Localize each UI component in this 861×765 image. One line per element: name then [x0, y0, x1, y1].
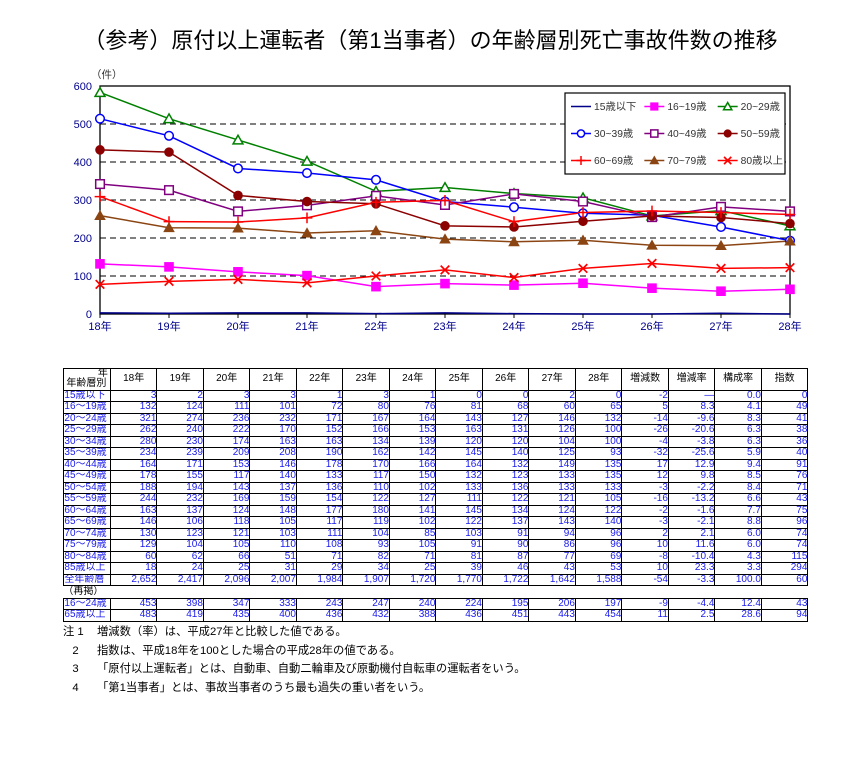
svg-text:18年: 18年: [88, 319, 111, 333]
svg-text:20~29歳: 20~29歳: [741, 101, 780, 113]
svg-text:26年: 26年: [640, 319, 663, 333]
svg-text:24年: 24年: [502, 319, 525, 333]
svg-text:40~49歳: 40~49歳: [667, 128, 706, 140]
svg-text:20年: 20年: [226, 319, 249, 333]
svg-text:80歳以上: 80歳以上: [741, 155, 783, 167]
svg-text:60~69歳: 60~69歳: [594, 155, 633, 167]
svg-text:23年: 23年: [433, 319, 456, 333]
svg-text:30~39歳: 30~39歳: [594, 128, 633, 140]
svg-text:400: 400: [74, 157, 92, 169]
svg-text:16~19歳: 16~19歳: [667, 101, 706, 113]
svg-text:21年: 21年: [295, 319, 318, 333]
svg-text:100: 100: [74, 271, 92, 283]
svg-text:600: 600: [74, 81, 92, 93]
svg-text:200: 200: [74, 233, 92, 245]
svg-text:22年: 22年: [364, 319, 387, 333]
svg-text:15歳以下: 15歳以下: [594, 101, 636, 113]
svg-text:25年: 25年: [571, 319, 594, 333]
svg-text:27年: 27年: [709, 319, 732, 333]
svg-text:50~59歳: 50~59歳: [741, 128, 780, 140]
svg-text:0: 0: [86, 309, 92, 321]
svg-text:19年: 19年: [157, 319, 180, 333]
svg-text:（件）: （件）: [91, 69, 123, 81]
svg-text:28年: 28年: [778, 319, 801, 333]
svg-text:300: 300: [74, 195, 92, 207]
svg-text:500: 500: [74, 119, 92, 131]
svg-text:70~79歳: 70~79歳: [667, 155, 706, 167]
